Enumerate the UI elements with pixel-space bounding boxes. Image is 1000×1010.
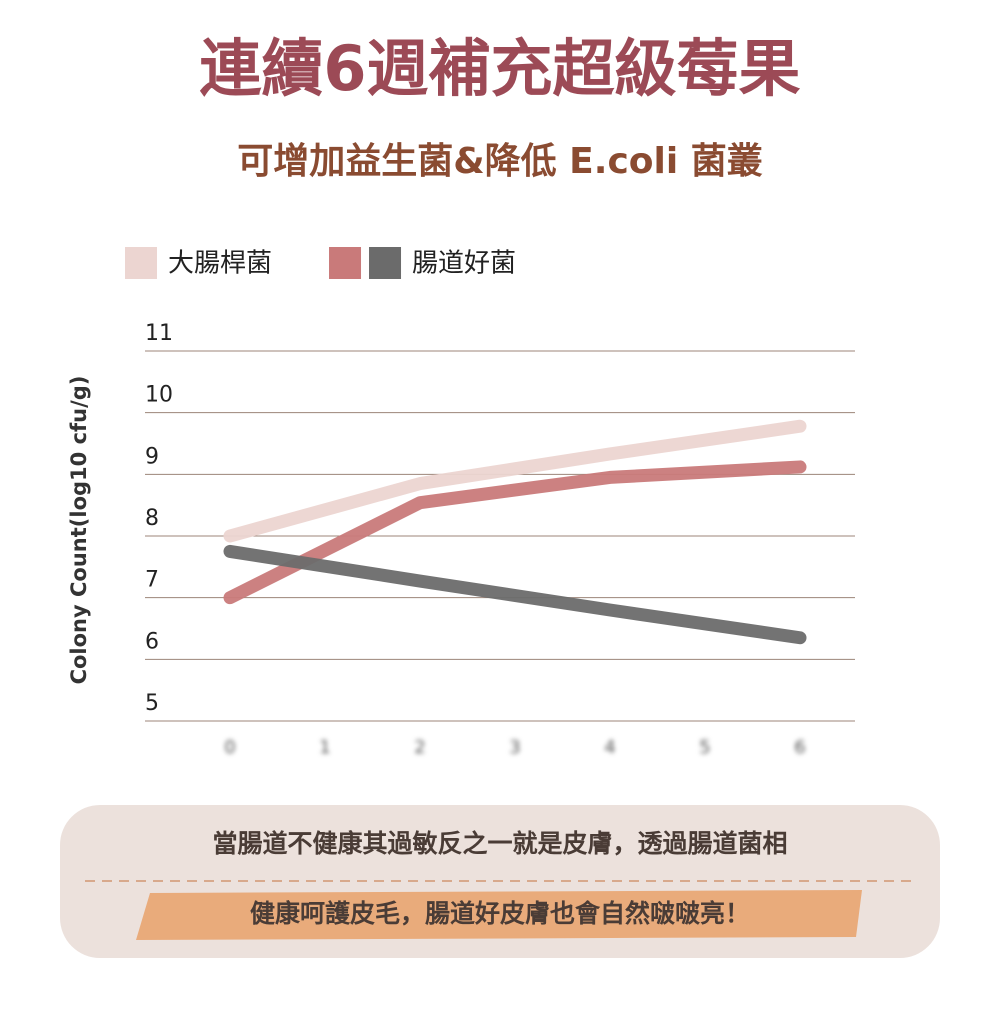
legend-swatch <box>125 247 157 279</box>
x-tick-label: 3 <box>509 737 520 758</box>
series-line <box>223 419 807 543</box>
x-tick-label: 4 <box>604 737 615 758</box>
x-tick-label: 6 <box>794 737 805 758</box>
x-tick-label: 5 <box>699 737 710 758</box>
y-tick-label: 5 <box>145 691 159 716</box>
legend-label: 大腸桿菌 <box>168 249 272 279</box>
series-line <box>223 460 807 605</box>
x-tick-label: 0 <box>224 737 235 758</box>
y-tick-label: 7 <box>145 568 159 593</box>
chart-title: 連續6週補充超級莓果 <box>199 32 800 105</box>
footer-line: 健康呵護皮毛，腸道好皮膚也會自然啵啵亮！ <box>250 899 750 928</box>
y-tick-label: 11 <box>145 321 173 346</box>
legend-label: 腸道好菌 <box>412 249 516 279</box>
legend-swatch <box>369 247 402 279</box>
y-tick-label: 6 <box>145 629 159 654</box>
series-line <box>223 544 807 645</box>
footer-line: 當腸道不健康其過敏反之一就是皮膚，透過腸道菌相 <box>212 829 787 858</box>
x-tick-label: 2 <box>414 737 425 758</box>
y-axis-label: Colony Count(log10 cfu/g) <box>67 376 91 685</box>
footer-highlight <box>136 890 862 940</box>
legend-swatch <box>329 247 362 279</box>
y-tick-label: 9 <box>145 444 159 469</box>
y-tick-label: 8 <box>145 506 159 531</box>
x-tick-label: 1 <box>319 737 330 758</box>
chart-subtitle: 可增加益生菌&降低 E.coli 菌叢 <box>237 141 762 182</box>
y-tick-label: 10 <box>145 383 173 408</box>
